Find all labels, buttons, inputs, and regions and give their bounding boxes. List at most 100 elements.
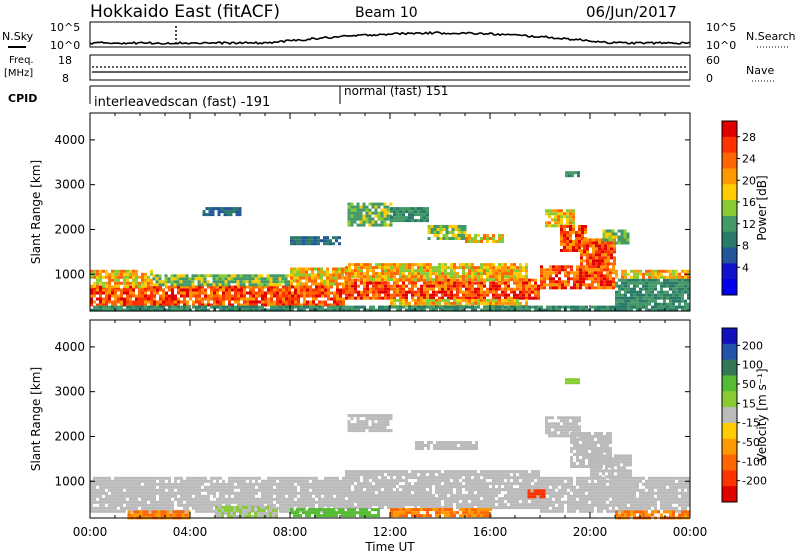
data-cell [329,242,332,246]
data-cell [336,300,339,304]
data-cell [537,296,540,300]
data-cell [393,213,396,217]
data-cell [261,482,264,486]
data-cell [207,503,210,507]
data-cell [380,214,384,218]
data-cell [366,281,369,285]
data-cell [264,297,267,301]
data-cell [120,509,123,513]
data-cell [162,503,165,507]
data-cell [417,296,420,300]
data-cell [255,303,258,307]
data-cell [558,476,561,480]
data-cell [252,300,255,304]
data-cell [152,283,156,287]
data-cell [554,215,557,219]
data-cell [605,235,609,239]
y-tick-label: 3000 [54,178,85,192]
data-cell [411,275,414,279]
data-cell [297,300,300,304]
data-cell [242,277,246,281]
data-cell [675,281,678,285]
data-cell [554,209,557,213]
data-cell [336,305,339,309]
data-cell [610,244,613,248]
data-cell [288,482,291,486]
data-cell [528,485,531,489]
data-cell [141,303,144,307]
data-cell [576,476,579,480]
data-cell [441,298,444,302]
data-cell [369,494,372,498]
data-cell [177,500,180,504]
data-cell [620,238,624,242]
data-cell [183,503,186,507]
data-cell [572,215,575,219]
data-cell [507,482,510,486]
data-cell [90,497,93,501]
data-cell [378,263,381,267]
data-cell [435,305,438,309]
data-cell [387,506,390,510]
data-cell [429,485,432,489]
data-cell [543,271,546,275]
data-cell [465,479,468,483]
data-cell [186,285,189,289]
data-cell [291,503,294,507]
data-cell [168,288,171,292]
data-cell [471,293,474,297]
data-cell [450,497,453,501]
data-cell [351,293,354,297]
data-cell [522,494,525,498]
data-cell [150,272,153,276]
data-cell [600,277,603,281]
data-cell [460,231,464,234]
data-cell [132,506,135,510]
data-cell [282,476,285,480]
data-cell [225,491,228,495]
data-cell [315,479,318,483]
data-cell [459,296,462,300]
data-cell [288,297,291,301]
data-cell [660,479,663,483]
data-cell [351,482,354,486]
data-cell [408,281,411,285]
data-cell [99,497,102,501]
data-cell [282,291,285,295]
data-cell [598,253,601,257]
data-cell [528,305,531,309]
data-cell [645,479,648,483]
data-cell [294,494,297,498]
data-cell [327,305,330,309]
data-cell [135,297,138,301]
data-cell [318,503,321,507]
data-cell [255,291,258,295]
data-cell [426,491,429,495]
data-cell [552,271,555,275]
data-cell [420,287,423,291]
data-cell [138,476,141,480]
data-cell [90,482,93,486]
data-cell [417,269,420,273]
data-cell [456,479,459,483]
data-cell [290,236,293,240]
data-cell [174,482,177,486]
data-cell [444,482,447,486]
data-cell [387,488,390,492]
data-cell [528,284,531,288]
data-cell [453,284,456,288]
data-cell [459,290,462,294]
data-cell [105,506,108,510]
data-cell [321,291,324,295]
data-cell [402,207,405,211]
data-cell [102,303,105,307]
data-cell [222,491,225,495]
data-cell [281,274,285,278]
data-cell [531,503,534,507]
data-cell [585,277,588,281]
data-cell [357,485,360,489]
data-cell [411,503,414,507]
data-cell [578,234,581,237]
data-cell [204,479,207,483]
data-cell [408,275,411,279]
